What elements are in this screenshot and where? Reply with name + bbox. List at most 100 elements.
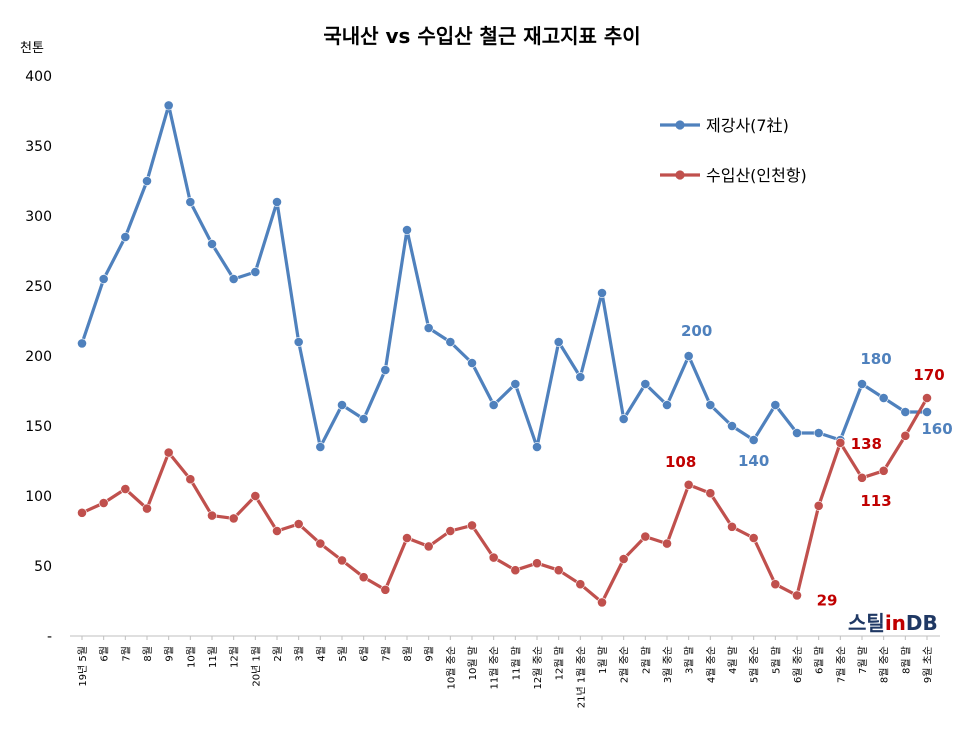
x-tick-label: 7월: [380, 646, 392, 662]
series-layer: [77, 100, 932, 608]
data-point: [770, 400, 781, 410]
x-tick-label: 8월 중순: [879, 646, 891, 683]
x-tick-label: 2월 중순: [619, 646, 631, 683]
y-tick-label: 250: [25, 279, 52, 295]
data-point: [358, 414, 369, 424]
data-point: [510, 565, 521, 576]
data-point: [467, 358, 477, 368]
data-point: [293, 519, 304, 529]
series-1: [77, 393, 932, 608]
x-tick-label: 9월: [164, 646, 176, 662]
data-point: [228, 274, 239, 284]
data-point: [445, 526, 456, 536]
data-point: [402, 533, 412, 543]
x-tick-label: 11월 말: [510, 646, 522, 680]
data-point: [748, 435, 759, 445]
x-tick-label: 4월: [315, 646, 327, 662]
x-tick-label: 7월 말: [857, 646, 869, 674]
x-tick-label: 7월 중순: [835, 646, 847, 683]
data-label: 140: [738, 452, 769, 470]
x-tick-label: 7월: [120, 646, 132, 662]
data-point: [510, 379, 521, 389]
x-tick-label: 6월 중순: [792, 646, 804, 683]
data-point: [575, 579, 586, 590]
legend-label: 제강사(7社): [706, 116, 789, 135]
data-label: 108: [665, 453, 696, 471]
x-tick-label: 5월: [337, 646, 349, 662]
data-point: [77, 338, 87, 349]
data-point: [770, 579, 781, 590]
x-tick-label: 9월: [424, 646, 436, 662]
y-tick-label: -: [47, 629, 52, 645]
data-label: 160: [921, 420, 952, 438]
data-point: [922, 407, 932, 417]
chart-title: 국내산 vs 수입산 철근 재고지표 추이: [323, 24, 640, 48]
data-point: [748, 533, 759, 543]
data-point: [662, 538, 672, 549]
data-point: [120, 484, 131, 494]
legend-swatch-marker: [675, 170, 685, 180]
data-point: [98, 498, 109, 508]
data-label: 170: [913, 366, 944, 384]
data-point: [597, 288, 607, 298]
x-tick-label: 1월 말: [597, 646, 609, 674]
data-point: [337, 555, 347, 566]
y-tick-label: 200: [25, 349, 52, 365]
data-point: [77, 507, 87, 518]
data-point: [185, 474, 196, 485]
x-tick-label: 4월 중순: [705, 646, 717, 683]
data-point: [272, 197, 282, 207]
data-point: [813, 500, 824, 511]
x-tick-label: 5월 중순: [749, 646, 761, 683]
data-point: [250, 267, 261, 277]
data-point: [705, 488, 716, 499]
x-tick-label: 11월: [207, 646, 219, 668]
data-point: [835, 437, 846, 448]
data-point: [163, 447, 174, 458]
x-tick-label: 3월 중순: [662, 646, 674, 683]
x-tick-label: 8월: [402, 646, 414, 662]
data-point: [207, 510, 217, 521]
data-point: [618, 554, 629, 564]
data-label: 113: [860, 492, 891, 510]
data-label: 138: [851, 435, 882, 453]
data-point: [532, 558, 542, 569]
data-point: [792, 428, 802, 438]
data-point: [337, 400, 347, 410]
data-point: [98, 274, 109, 284]
data-point: [163, 100, 174, 111]
data-point: [575, 372, 586, 382]
y-tick-label: 300: [25, 209, 52, 225]
data-point: [683, 479, 694, 490]
data-point: [532, 442, 542, 452]
data-point: [900, 430, 911, 441]
data-point: [207, 239, 217, 249]
x-tick-label: 10월 말: [467, 646, 479, 680]
data-point: [293, 337, 304, 347]
series-line: [81, 397, 929, 605]
x-axis-ticks: 19년 5월 6월 7월 8월 9월 10월 11월 12월 20년 1월 2월 3월 4월 5월 6월 7…: [77, 636, 934, 708]
data-point: [380, 584, 391, 595]
logo-part-db: DB: [906, 611, 938, 635]
data-point: [618, 414, 629, 424]
data-point: [402, 225, 412, 235]
data-point: [683, 351, 694, 361]
data-point: [813, 428, 824, 438]
data-point: [727, 421, 737, 431]
data-point: [380, 365, 391, 375]
legend-label: 수입산(인천항): [706, 166, 807, 185]
data-point: [900, 407, 911, 417]
data-point: [553, 337, 564, 347]
data-point: [142, 176, 152, 186]
y-tick-label: 350: [25, 139, 52, 155]
data-point: [488, 552, 499, 563]
data-point: [597, 597, 607, 608]
y-axis-unit: 천톤: [20, 41, 44, 56]
x-tick-label: 6월: [99, 646, 111, 662]
data-point: [467, 520, 477, 531]
y-tick-label: 100: [25, 489, 52, 505]
data-point: [662, 400, 672, 410]
legend-item-1: 수입산(인천항): [660, 166, 807, 185]
data-point: [857, 472, 867, 483]
